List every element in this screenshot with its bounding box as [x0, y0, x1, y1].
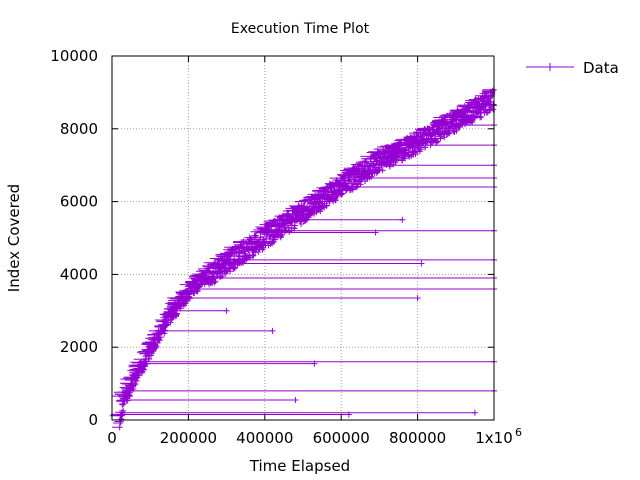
data-point — [451, 127, 460, 134]
data-point — [359, 174, 373, 181]
data-point — [133, 377, 140, 384]
outlier-point — [223, 307, 230, 314]
outlier-point — [418, 260, 425, 267]
outlier-point — [345, 411, 352, 418]
data-point — [210, 279, 218, 286]
data-point — [170, 310, 180, 317]
y-tick-label: 10000 — [50, 47, 98, 65]
data-point — [205, 278, 219, 285]
data-point — [333, 190, 346, 197]
data-point — [456, 103, 468, 110]
data-point — [280, 228, 293, 235]
legend-label: Data — [583, 59, 619, 77]
y-tick-label: 0 — [88, 411, 98, 429]
data-point — [112, 424, 123, 431]
data-point — [326, 197, 339, 204]
data-point — [375, 167, 386, 174]
data-point — [227, 268, 234, 275]
data-point — [302, 210, 318, 217]
y-axis-label: Index Covered — [5, 184, 23, 292]
data-point — [147, 352, 154, 359]
data-layer — [109, 86, 497, 431]
x-tick-label: 400000 — [236, 429, 293, 447]
x-tick-label: 0 — [107, 429, 117, 447]
outlier-point — [269, 327, 276, 334]
data-point — [470, 113, 485, 120]
data-point — [133, 369, 145, 376]
data-point — [154, 337, 163, 344]
data-point — [144, 351, 150, 358]
data-point — [141, 355, 153, 362]
x-tick-label: 200000 — [160, 429, 217, 447]
data-point — [311, 207, 322, 214]
data-point — [136, 366, 147, 373]
outlier-point — [292, 396, 299, 403]
data-point — [118, 401, 127, 408]
outlier-point — [471, 409, 478, 416]
data-point — [130, 372, 142, 379]
x-multiplier-exponent: 6 — [515, 426, 522, 439]
data-point — [316, 208, 324, 215]
data-point — [371, 166, 383, 173]
data-point — [290, 222, 298, 229]
y-tick-label: 4000 — [60, 265, 98, 283]
data-point — [121, 386, 135, 393]
outlier-point — [414, 295, 421, 302]
plot-frame — [111, 55, 495, 421]
y-tick-label: 8000 — [60, 120, 98, 138]
data-point — [160, 322, 170, 329]
data-point — [273, 236, 279, 243]
data-point — [119, 401, 126, 408]
series-band — [109, 86, 497, 431]
x-axis-label: Time Elapsed — [249, 457, 350, 475]
legend: Data — [526, 59, 619, 77]
data-point — [351, 181, 364, 188]
data-point — [148, 343, 160, 350]
x-tick-label: 800000 — [389, 429, 446, 447]
outlier-point — [399, 216, 406, 223]
x-tick-label: 1x10 — [475, 429, 513, 447]
axis-ticks: 0 200000 400000 600000 800000 1x10 6 0 2000 4000 6… — [50, 47, 522, 447]
data-point — [122, 397, 131, 404]
grid — [112, 56, 494, 420]
data-point — [425, 138, 441, 145]
data-point — [131, 381, 139, 388]
data-point — [361, 159, 370, 166]
y-tick-label: 6000 — [60, 193, 98, 211]
data-point — [113, 419, 124, 426]
data-point — [118, 412, 125, 419]
chart-title: Execution Time Plot — [231, 21, 370, 37]
x-tick-label: 600000 — [313, 429, 370, 447]
y-tick-label: 2000 — [60, 338, 98, 356]
